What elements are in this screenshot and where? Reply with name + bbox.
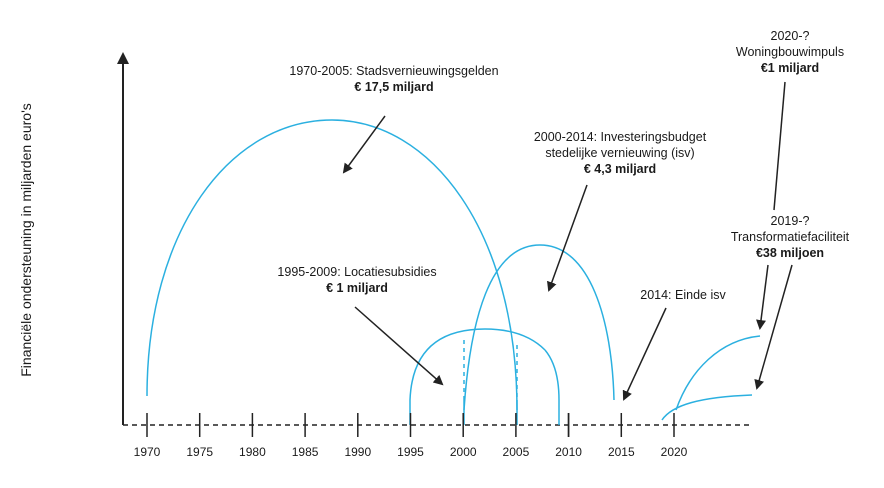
- annotation-locatie-title: 1995-2009: Locatiesubsidies: [277, 265, 437, 279]
- arrow-stadsvernieuwing: [342, 115, 386, 174]
- arrow-transformatie-1: [756, 264, 769, 330]
- x-tick-label-1990: 1990: [344, 445, 371, 459]
- annotation-woningbouw: 2020-? Woningbouwimpuls €1 miljard: [730, 28, 850, 76]
- annotation-transformatie: 2019-? Transformatiefaciliteit €38 miljo…: [720, 213, 860, 261]
- arc-locatiesubsidies-right: [544, 349, 560, 401]
- annotation-isv-amount: € 4,3 miljard: [583, 162, 657, 176]
- annotation-woningbouw-line2: Woningbouwimpuls: [735, 45, 845, 59]
- x-tick-label-2015: 2015: [608, 445, 635, 459]
- annotation-locatie: 1995-2009: Locatiesubsidies € 1 miljard: [272, 264, 442, 296]
- annotation-stadsvernieuwing-title: 1970-2005: Stadsvernieuwingsgelden: [289, 64, 499, 78]
- arc-woningbouwimpuls: [675, 335, 761, 411]
- x-tick-label-2005: 2005: [503, 445, 530, 459]
- annotation-isv-line2: stedelijke vernieuwing (isv): [545, 146, 695, 160]
- arrow-einde-isv: [622, 307, 667, 401]
- annotation-locatie-amount: € 1 miljard: [326, 281, 388, 295]
- arrow-transformatie-2: [754, 264, 793, 390]
- x-tick-label-1995: 1995: [397, 445, 424, 459]
- annotation-isv: 2000-2014: Investeringsbudget stedelijke…: [525, 129, 715, 177]
- arrow-woningbouw: [773, 81, 786, 211]
- annotation-transformatie-amount: €38 miljoen: [755, 246, 825, 260]
- x-tick-label-1985: 1985: [292, 445, 319, 459]
- annotation-transformatie-line2: Transformatiefaciliteit: [730, 230, 850, 244]
- arc-stadsvernieuwingsgelden: [146, 119, 518, 411]
- annotation-isv-line1: 2000-2014: Investeringsbudget: [533, 130, 707, 144]
- x-tick-label-2010: 2010: [555, 445, 582, 459]
- annotation-woningbouw-line1: 2020-?: [770, 29, 810, 43]
- x-tick-label-1975: 1975: [186, 445, 213, 459]
- arc-isv: [463, 244, 615, 411]
- annotation-transformatie-line1: 2019-?: [770, 214, 810, 228]
- arrow-locatie: [354, 306, 444, 386]
- y-axis-arrowhead: [117, 52, 129, 64]
- annotation-einde-isv-title: 2014: Einde isv: [640, 288, 726, 302]
- x-tick-label-1970: 1970: [134, 445, 161, 459]
- annotation-woningbouw-amount: €1 miljard: [760, 61, 820, 75]
- x-tick-label-1980: 1980: [239, 445, 266, 459]
- arrow-isv: [547, 184, 588, 292]
- y-axis-label: Financiële ondersteuning in miljarden eu…: [18, 103, 34, 377]
- annotation-einde-isv: 2014: Einde isv: [628, 287, 738, 303]
- arc-locatiesubsidies-left: [409, 328, 546, 401]
- x-tick-label-2000: 2000: [450, 445, 477, 459]
- annotation-stadsvernieuwing-amount: € 17,5 miljard: [354, 80, 434, 94]
- arc-transformatiefaciliteit: [661, 394, 753, 421]
- x-axis-ticks: 1970 1975 1980 1985 1990 1995 2000 2005 2010 2015…: [134, 413, 688, 459]
- annotation-stadsvernieuwing: 1970-2005: Stadsvernieuwingsgelden € 17,…: [280, 63, 508, 95]
- x-tick-label-2020: 2020: [661, 445, 688, 459]
